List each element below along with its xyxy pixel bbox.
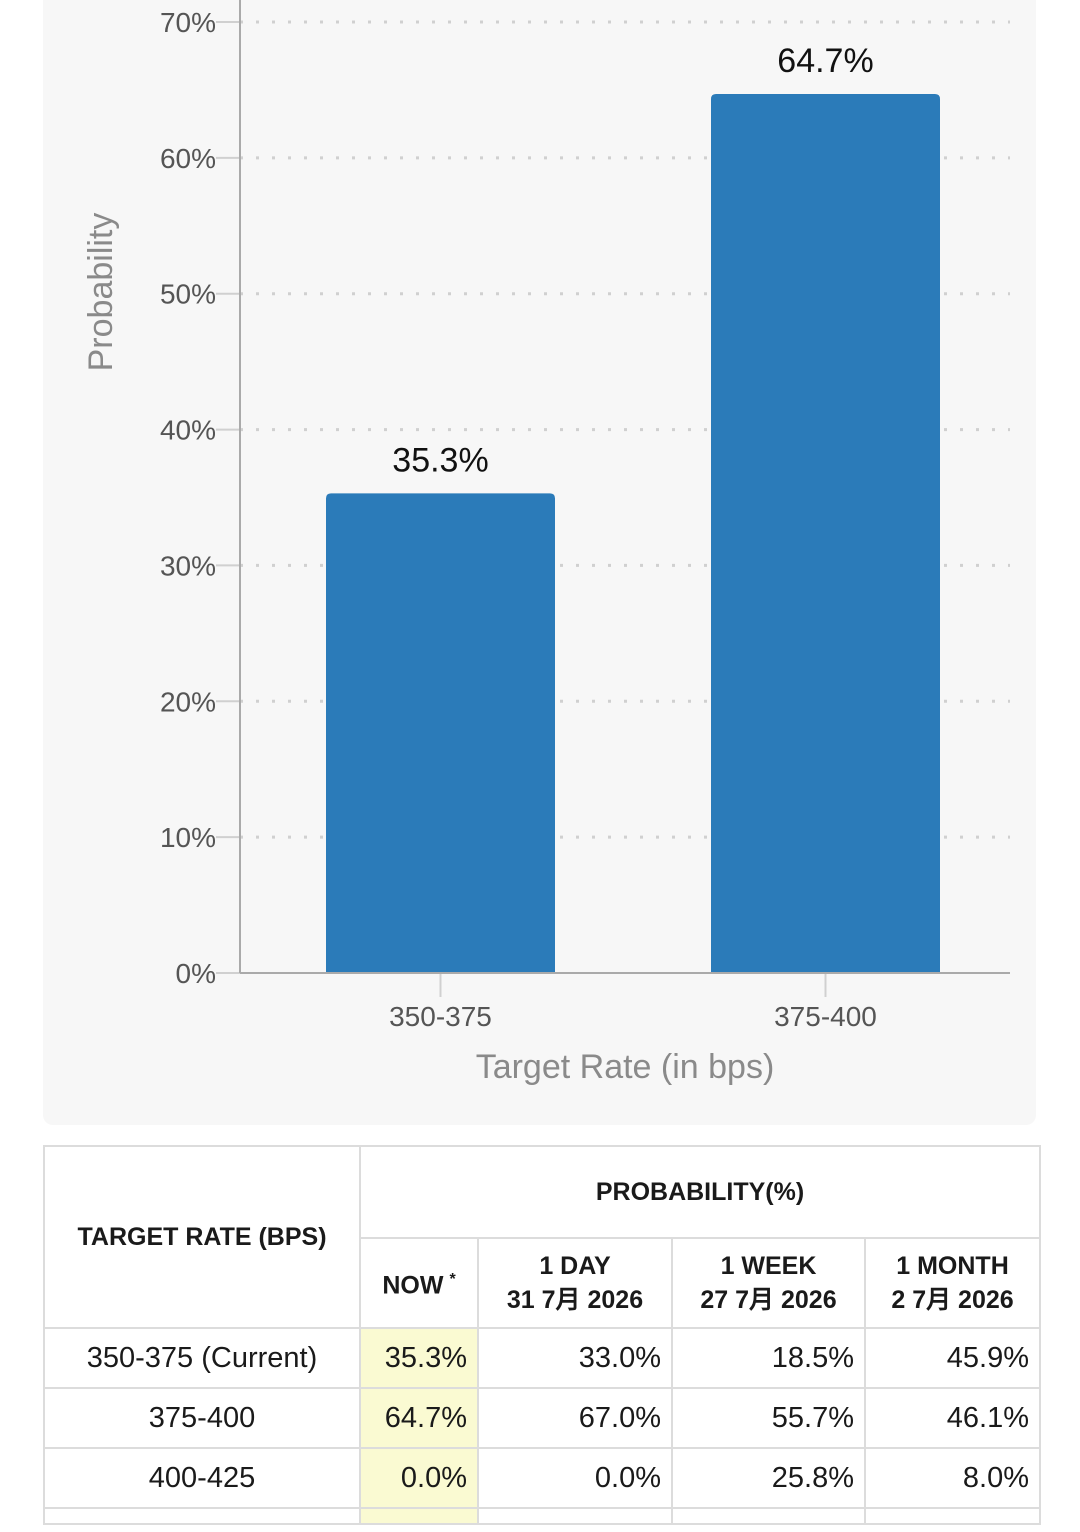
- probability-bar-chart: 0% 10% 20% 30% 40% 50% 60% 70% Probability 35.3% 3…: [82, 0, 1010, 1086]
- y-tick-label: 30%: [160, 550, 216, 581]
- y-tick-label: 0%: [176, 958, 216, 989]
- rate-cell: 375-400: [43, 1387, 361, 1449]
- day-cell: 67.0%: [477, 1387, 673, 1449]
- table-cell: [863, 1507, 1042, 1525]
- now-marker: *: [449, 1271, 456, 1289]
- header-now: NOW *: [359, 1237, 479, 1329]
- now-cell: 35.3%: [359, 1327, 479, 1389]
- header-1-day: 1 DAY 31 7月 2026: [477, 1237, 673, 1329]
- bar-value-label: 64.7%: [777, 42, 873, 80]
- rate-cell: 400-425: [43, 1447, 361, 1509]
- month-cell: 46.1%: [863, 1387, 1042, 1449]
- day-cell: 33.0%: [477, 1327, 673, 1389]
- table-cell: [671, 1507, 866, 1525]
- rate-cell: 350-375 (Current): [43, 1327, 361, 1389]
- table-cell: [359, 1507, 479, 1525]
- table-row: 350-375 (Current) 35.3% 33.0% 18.5% 45.9…: [43, 1327, 1042, 1389]
- table-row: 400-425 0.0% 0.0% 25.8% 8.0%: [43, 1447, 1042, 1509]
- x-tick-label: 350-375: [389, 1001, 492, 1032]
- week-cell: 25.8%: [671, 1447, 866, 1509]
- y-tick-label: 70%: [160, 7, 216, 38]
- x-tick-label: 375-400: [774, 1001, 877, 1032]
- month-cell: 45.9%: [863, 1327, 1042, 1389]
- week-cell: 55.7%: [671, 1387, 866, 1449]
- x-axis-title: Target Rate (in bps): [476, 1048, 775, 1086]
- month-label: 1 MONTH: [896, 1252, 1009, 1280]
- y-tick-label: 10%: [160, 822, 216, 853]
- week-cell: 18.5%: [671, 1327, 866, 1389]
- bar-value-label: 35.3%: [392, 441, 488, 479]
- header-1-month: 1 MONTH 2 7月 2026: [863, 1237, 1042, 1329]
- bar: [711, 94, 940, 974]
- bar: [326, 493, 555, 973]
- header-target-rate: TARGET RATE (BPS): [43, 1145, 361, 1329]
- week-date: 27 7月 2026: [700, 1286, 837, 1314]
- table-cell: [43, 1507, 361, 1525]
- week-label: 1 WEEK: [720, 1252, 817, 1280]
- day-date: 31 7月 2026: [506, 1286, 644, 1314]
- table-row: 375-400 64.7% 67.0% 55.7% 46.1%: [43, 1387, 1042, 1449]
- month-cell: 8.0%: [863, 1447, 1042, 1509]
- header-probability: PROBABILITY(%): [358, 1145, 1042, 1239]
- y-tick-label: 40%: [160, 415, 216, 446]
- y-tick-label: 60%: [160, 143, 216, 174]
- now-cell: 64.7%: [359, 1387, 479, 1449]
- y-axis-title: Probability: [82, 213, 120, 372]
- probability-table: TARGET RATE (BPS) PROBABILITY(%) NOW * 1 …: [43, 1145, 1042, 1525]
- header-1-week: 1 WEEK 27 7月 2026: [671, 1237, 866, 1329]
- now-cell: 0.0%: [359, 1447, 479, 1509]
- y-tick-label: 20%: [160, 686, 216, 717]
- table-cell: [477, 1507, 673, 1525]
- y-tick-label: 50%: [160, 279, 216, 310]
- day-cell: 0.0%: [477, 1447, 673, 1509]
- table-row-partial: [43, 1507, 1042, 1525]
- day-label: 1 DAY: [539, 1252, 611, 1280]
- now-label: NOW: [382, 1271, 444, 1300]
- month-date: 2 7月 2026: [891, 1286, 1014, 1314]
